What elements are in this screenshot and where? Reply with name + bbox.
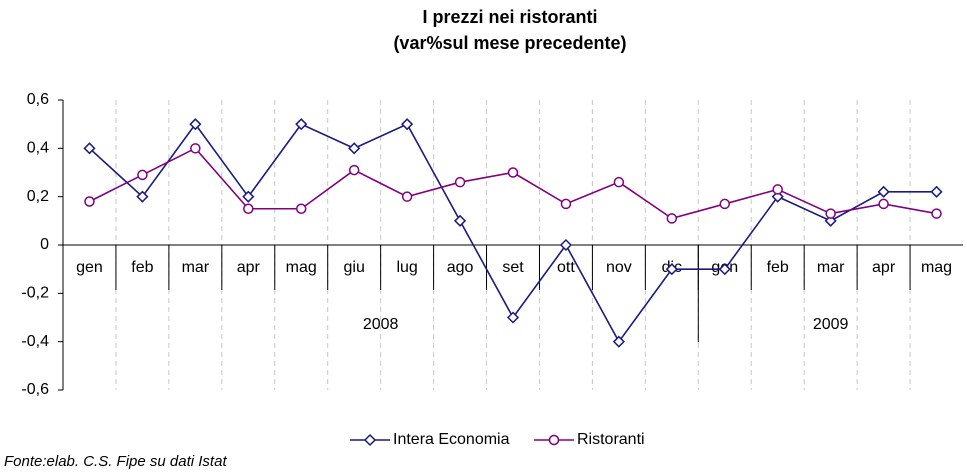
data-point xyxy=(560,198,572,210)
data-point xyxy=(242,190,255,203)
data-point xyxy=(772,184,783,195)
data-point xyxy=(666,213,678,224)
data-point xyxy=(613,176,625,188)
data-point xyxy=(454,176,466,188)
data-point xyxy=(136,190,149,203)
legend-label: Ristoranti xyxy=(577,431,645,448)
legend-marker xyxy=(363,433,377,447)
data-point xyxy=(348,142,361,155)
y-tick-label: -0,2 xyxy=(21,285,49,302)
chart-subtitle: (var%sul mese precedente) xyxy=(393,33,626,53)
data-point xyxy=(190,143,201,154)
data-point xyxy=(453,214,467,227)
x-tick-label: feb xyxy=(131,259,153,276)
x-tick-label: mag xyxy=(921,259,952,276)
data-point xyxy=(878,198,889,210)
data-point xyxy=(825,208,836,219)
data-point xyxy=(243,203,254,214)
x-tick-label: gen xyxy=(76,259,103,276)
data-point xyxy=(295,203,307,214)
data-point xyxy=(930,185,943,198)
x-tick-label: apr xyxy=(872,259,896,276)
data-point xyxy=(295,118,308,131)
data-point xyxy=(83,142,96,155)
x-tick-label: giu xyxy=(343,259,364,276)
data-point xyxy=(612,335,625,348)
data-point xyxy=(931,208,942,219)
data-point xyxy=(718,263,731,276)
y-tick-label: -0,6 xyxy=(21,381,49,398)
data-point xyxy=(506,311,520,324)
x-tick-label: feb xyxy=(767,259,789,276)
x-tick-label: ott xyxy=(557,259,575,276)
x-tick-label: apr xyxy=(237,259,261,276)
y-tick-label: 0 xyxy=(40,236,49,253)
group-label: 2009 xyxy=(813,316,849,333)
data-point xyxy=(137,169,148,181)
data-point xyxy=(559,238,573,252)
data-point xyxy=(189,118,202,131)
data-point xyxy=(719,198,731,210)
data-point xyxy=(507,167,519,178)
legend-marker xyxy=(548,434,560,446)
series-line xyxy=(89,147,937,220)
x-tick-label: mag xyxy=(286,259,317,276)
x-tick-label: set xyxy=(502,259,524,276)
data-point xyxy=(401,191,413,202)
x-tick-label: nov xyxy=(606,259,632,276)
x-tick-label: mar xyxy=(182,259,210,276)
y-tick-label: 0,2 xyxy=(27,188,49,205)
x-tick-label: mar xyxy=(817,259,845,276)
source-note: Fonte:elab. C.S. Fipe su dati Istat xyxy=(4,453,227,470)
x-tick-label: ago xyxy=(447,259,474,276)
data-point xyxy=(348,164,360,176)
data-point xyxy=(771,190,784,203)
y-tick-label: 0,6 xyxy=(27,91,49,108)
y-tick-label: 0,4 xyxy=(27,140,49,157)
data-point xyxy=(665,263,678,276)
data-point xyxy=(84,196,95,207)
series-line xyxy=(88,122,937,344)
legend-label: Intera Economia xyxy=(393,431,510,448)
x-tick-label: lug xyxy=(396,259,417,276)
data-point xyxy=(877,185,890,198)
group-label: 2008 xyxy=(363,316,399,333)
y-tick-label: -0,4 xyxy=(21,333,49,350)
data-point xyxy=(824,214,837,227)
chart-title: I prezzi nei ristoranti xyxy=(422,7,597,27)
data-point xyxy=(401,118,414,131)
